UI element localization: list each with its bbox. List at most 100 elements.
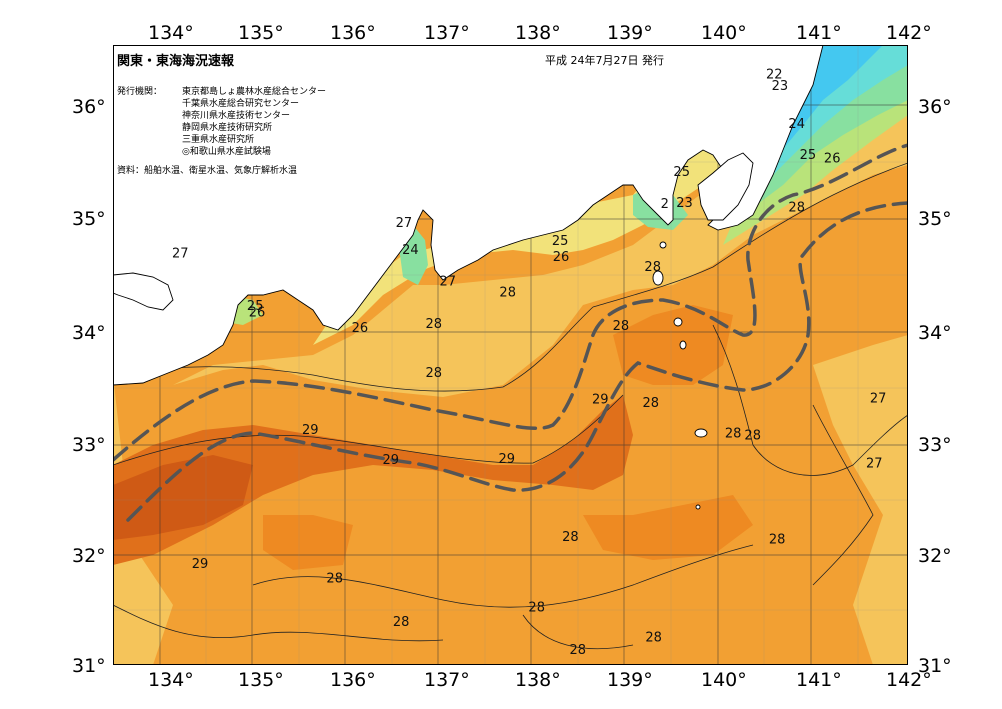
kuroshio-axis xyxy=(113,143,908,522)
lon-tick: 140° xyxy=(701,669,747,691)
lon-tick: 142° xyxy=(886,669,932,691)
isotherm-label: 28 xyxy=(426,366,443,381)
lon-tick: 134° xyxy=(148,669,194,691)
isotherm-label: 26 xyxy=(249,306,266,321)
isotherm-label: 23 xyxy=(772,79,789,94)
issue-date: 平成 24年7月27日 発行 xyxy=(545,54,664,67)
lat-tick: 36° xyxy=(918,96,952,118)
isotherm-label: 27 xyxy=(440,274,457,289)
isotherm-label: 29 xyxy=(499,452,516,467)
lon-tick: 141° xyxy=(796,22,842,44)
lat-tick: 33° xyxy=(72,434,106,456)
lat-tick: 33° xyxy=(918,434,952,456)
mikura-island xyxy=(679,340,687,350)
boso-peninsula xyxy=(697,152,754,221)
isotherm-label: 28 xyxy=(788,201,805,216)
shikoku-coast xyxy=(113,272,174,311)
isotherm-label: 28 xyxy=(769,532,786,547)
lon-tick: 135° xyxy=(238,22,284,44)
lat-tick: 31° xyxy=(72,655,106,677)
issuer-item: 東京都島しょ農林水産総合センター xyxy=(182,87,327,97)
isotherm-label: 25 xyxy=(673,165,690,180)
lat-tick: 31° xyxy=(918,655,952,677)
isotherm-label: 27 xyxy=(870,392,887,407)
kii-peninsula xyxy=(113,45,824,386)
isotherm-label: 25 xyxy=(800,148,817,163)
lon-tick: 136° xyxy=(330,22,376,44)
isotherm-label: 25 xyxy=(552,234,569,249)
data-sources: 資料：船舶水温、衛星水温、気象庁解析水温 xyxy=(117,166,298,176)
isotherms xyxy=(113,162,908,650)
isotherm-label: 28 xyxy=(562,530,579,545)
lat-tick: 34° xyxy=(72,322,106,344)
isotherm-label: 29 xyxy=(592,393,609,408)
oshima-island xyxy=(652,270,664,286)
isotherm-label: 27 xyxy=(172,246,189,261)
sea-29-zone xyxy=(113,395,633,565)
land xyxy=(113,45,824,510)
isotherm-label: 29 xyxy=(383,453,400,468)
isotherm-label: 28 xyxy=(725,426,742,441)
isotherm-label: 23 xyxy=(676,196,693,211)
isotherm-label: 28 xyxy=(393,615,410,630)
lon-tick: 134° xyxy=(148,22,194,44)
miyake-island xyxy=(673,317,683,327)
sea-29-zone xyxy=(113,455,253,540)
isotherm-label: 28 xyxy=(644,260,661,275)
isotherm-label: 27 xyxy=(866,456,883,471)
isotherm-label: 28 xyxy=(570,643,587,658)
isotherm-label: 29 xyxy=(302,423,319,438)
lat-tick: 35° xyxy=(72,208,106,230)
isotherm-label: 25 xyxy=(247,299,264,314)
issuer-item: ◎和歌山県水産試験場 xyxy=(182,147,271,157)
izu-island xyxy=(659,241,667,249)
map-title: 関東・東海海況速報 xyxy=(117,54,235,69)
isotherm-label: 29 xyxy=(192,557,209,572)
lon-tick: 137° xyxy=(424,22,470,44)
isotherm-label: 28 xyxy=(426,317,443,332)
issuer-item: 三重県水産研究所 xyxy=(182,135,255,145)
lon-tick: 141° xyxy=(796,669,842,691)
lon-tick: 142° xyxy=(886,22,932,44)
sea-27-zone xyxy=(813,335,908,665)
lat-tick: 32° xyxy=(72,545,106,567)
lon-tick: 139° xyxy=(607,22,653,44)
isotherm-label: 27 xyxy=(396,216,413,231)
issuer-item: 静岡県水産技術研究所 xyxy=(182,123,273,133)
map-frame xyxy=(113,45,908,665)
lon-tick: 136° xyxy=(330,669,376,691)
lat-tick: 32° xyxy=(918,545,952,567)
sea-29-zone xyxy=(583,495,753,560)
isotherm-label: 2 xyxy=(661,197,669,212)
lon-tick: 135° xyxy=(238,669,284,691)
lon-tick: 138° xyxy=(515,22,561,44)
hachijo-island xyxy=(694,428,708,438)
isotherm-label: 28 xyxy=(326,572,343,587)
isotherm-label: 28 xyxy=(613,319,630,334)
isotherm-label: 24 xyxy=(402,243,419,258)
lon-tick: 138° xyxy=(515,669,561,691)
lon-tick: 140° xyxy=(701,22,747,44)
issuer-label: 発行機関： xyxy=(117,87,163,97)
isotherm-label: 28 xyxy=(528,601,545,616)
isotherm-label: 28 xyxy=(744,429,761,444)
sea-28-warm-zone xyxy=(613,305,733,385)
lat-tick: 36° xyxy=(72,96,106,118)
issuer-item: 神奈川県水産技術センター xyxy=(182,111,291,121)
lat-tick: 34° xyxy=(918,322,952,344)
isotherm-label: 26 xyxy=(352,321,369,336)
lat-tick: 35° xyxy=(918,208,952,230)
sea-29-zone xyxy=(263,515,353,570)
isotherm-label: 26 xyxy=(824,151,841,166)
issuer-item: 千葉県水産総合研究センター xyxy=(182,99,300,109)
isotherm-label: 22 xyxy=(766,68,783,83)
isotherm-label: 28 xyxy=(643,396,660,411)
isotherm-label: 28 xyxy=(499,286,516,301)
lon-tick: 139° xyxy=(607,669,653,691)
aogashima-island xyxy=(695,504,701,510)
isotherm-label: 24 xyxy=(788,117,805,132)
isotherm-label: 28 xyxy=(645,631,662,646)
lon-tick: 137° xyxy=(424,669,470,691)
